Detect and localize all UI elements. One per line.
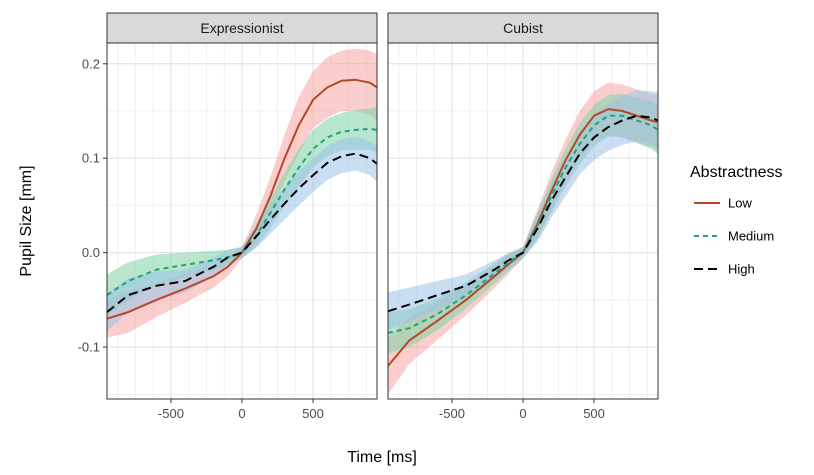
panel-expressionist: Expressionist -500 0 500 [106,12,378,421]
series-lines [106,78,378,320]
legend-title: Abstractness [690,164,782,181]
legend-items: Low Medium High [694,196,774,277]
line-high [387,114,659,313]
legend-label-high: High [728,262,755,277]
legend: Abstractness Low Medium High [690,164,782,277]
line-high [106,152,378,313]
line-low [106,78,378,320]
x-tick-label: -500 [439,406,465,421]
x-tick-label: 500 [583,406,605,421]
x-tick-label: -500 [158,406,184,421]
panel-title: Expressionist [200,20,283,36]
x-tick-label: 0 [238,406,245,421]
y-axis-ticks: -0.1 0.0 0.1 0.2 [78,56,107,355]
legend-label-low: Low [728,196,752,211]
y-tick-label: -0.1 [78,340,100,355]
x-tick-label: 0 [519,406,526,421]
ribbon-high [388,90,658,331]
line-low [387,108,659,367]
x-axis-title: Time [ms] [347,449,417,466]
x-tick-label: 500 [302,406,324,421]
line-medium [387,114,659,334]
y-tick-label: 0.2 [82,56,100,71]
series-lines [387,108,659,367]
y-tick-label: 0.0 [82,245,100,260]
strip-background [106,12,378,44]
y-tick-label: 0.1 [82,151,100,166]
x-axis-ticks: -500 0 500 [158,399,324,421]
ribbon-medium [107,107,377,316]
legend-label-medium: Medium [728,229,774,244]
line-medium [106,127,378,296]
panel-title: Cubist [503,20,543,36]
panel-cubist: Cubist -500 0 500 [387,12,659,421]
ribbon-low [107,48,377,338]
x-axis-ticks: -500 0 500 [439,399,605,421]
y-axis-title: Pupil Size [mm] [18,165,35,276]
